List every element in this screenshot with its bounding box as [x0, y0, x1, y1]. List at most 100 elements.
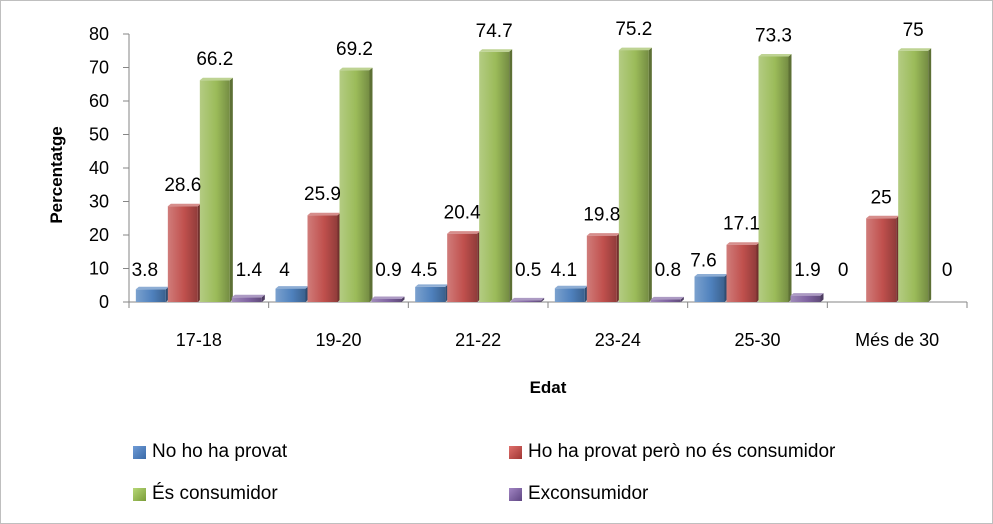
bar-top	[307, 212, 341, 216]
data-label: 3.8	[132, 260, 158, 281]
bar-front	[758, 56, 789, 302]
data-label: 4.5	[411, 260, 437, 281]
data-label: 4	[279, 260, 290, 281]
bar-front	[199, 80, 230, 302]
bar-front	[371, 298, 402, 302]
bar-front	[790, 295, 821, 302]
bar-side	[648, 47, 652, 302]
bar-top	[586, 233, 620, 236]
bar	[650, 296, 684, 302]
data-label: 69.2	[336, 39, 373, 60]
y-tick-label: 0	[99, 292, 109, 312]
bar	[415, 284, 449, 302]
bar-top	[275, 286, 309, 289]
bar-top	[758, 53, 792, 57]
bar-top	[199, 77, 233, 81]
x-tick-label: 25-30	[734, 330, 780, 350]
bar-front	[726, 244, 757, 302]
y-tick-label: 10	[89, 259, 109, 279]
bar	[135, 286, 169, 302]
x-axis-label: Edat	[530, 378, 567, 397]
data-label: 4.1	[551, 260, 577, 281]
bar-side	[229, 77, 233, 302]
bar-front	[618, 50, 649, 302]
data-label: 17.1	[723, 214, 760, 235]
bar-top	[694, 274, 728, 277]
bar-top	[371, 296, 405, 299]
bar-side	[401, 296, 405, 302]
bar-side	[541, 297, 545, 302]
bar-front	[694, 276, 725, 302]
bar-top	[167, 203, 201, 207]
bar	[790, 293, 824, 302]
data-label: 28.6	[164, 175, 201, 196]
bar-side	[788, 53, 792, 302]
bar	[447, 231, 481, 302]
data-label: 25	[871, 187, 892, 208]
data-label: 75	[903, 20, 924, 41]
bar-front	[415, 286, 446, 302]
bar	[618, 47, 652, 302]
bar	[167, 203, 201, 302]
data-label: 75.2	[615, 19, 652, 40]
bar	[726, 242, 760, 302]
bar-side	[928, 48, 932, 302]
bar-top	[339, 67, 373, 71]
data-label: 66.2	[196, 49, 233, 70]
data-label: 0	[838, 260, 849, 281]
bar-front	[511, 300, 542, 302]
bar	[866, 215, 900, 302]
bar-top	[447, 231, 481, 234]
data-label: 7.6	[690, 251, 716, 272]
bar	[586, 233, 620, 302]
data-label: 0.9	[375, 260, 401, 281]
y-tick-label: 60	[89, 91, 109, 111]
bar-front	[866, 218, 897, 302]
bar-front	[554, 288, 585, 302]
bar-top	[554, 285, 588, 289]
bar-top	[618, 47, 652, 51]
data-label: 25.9	[304, 184, 341, 205]
data-label: 19.8	[583, 205, 620, 226]
bar	[275, 286, 309, 302]
bar-top	[479, 49, 513, 52]
bar-top	[866, 215, 900, 219]
bar-side	[369, 67, 373, 303]
bar-top	[726, 242, 760, 245]
bar-top	[415, 284, 449, 287]
bar-front	[167, 206, 198, 302]
x-tick-label: 21-22	[455, 330, 501, 350]
bar-front	[650, 299, 681, 302]
y-tick-label: 50	[89, 125, 109, 145]
bar-front	[275, 288, 306, 302]
x-tick-label: 17-18	[176, 330, 222, 350]
data-label: 74.7	[476, 21, 513, 42]
bar-top	[511, 297, 545, 301]
bar-front	[586, 235, 617, 302]
bar-front	[135, 289, 166, 302]
x-tick-label: 19-20	[315, 330, 361, 350]
bar-front	[339, 70, 370, 303]
bar-front	[231, 297, 262, 302]
bar	[758, 53, 792, 302]
bar	[554, 285, 588, 302]
bar-top	[790, 293, 824, 296]
data-label: 0.8	[655, 260, 681, 281]
data-label: 0	[942, 260, 953, 281]
bar-top	[231, 294, 265, 298]
bar-front	[307, 215, 338, 302]
data-label: 73.3	[755, 25, 792, 46]
y-tick-label: 70	[89, 58, 109, 78]
bar-front	[898, 50, 929, 302]
bar	[231, 294, 265, 302]
bar	[371, 296, 405, 302]
data-label: 20.4	[444, 203, 481, 224]
bar-side	[820, 293, 824, 302]
bar-side	[509, 49, 513, 302]
y-tick-label: 30	[89, 192, 109, 212]
data-label: 1.9	[794, 260, 820, 281]
bar	[339, 67, 373, 303]
bar-front	[479, 51, 510, 302]
bar	[199, 77, 233, 302]
